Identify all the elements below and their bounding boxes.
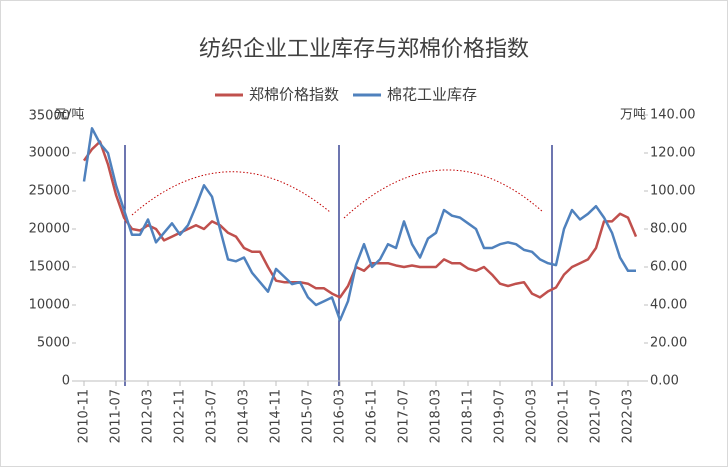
x-tick-label: 2011-07 xyxy=(109,389,124,443)
x-tick-label: 2018-11 xyxy=(461,389,476,443)
y-tick-label: 20000 xyxy=(29,222,70,237)
y2-tick-label: 20.00 xyxy=(650,336,687,351)
y-tick-label: 35000 xyxy=(29,109,70,124)
y2-axis-unit: 万吨 xyxy=(620,108,646,123)
legend-label: 郑棉价格指数 xyxy=(249,86,339,104)
x-tick-label: 2014-03 xyxy=(237,389,252,443)
y-tick-label: 15000 xyxy=(29,260,70,275)
x-tick-label: 2018-03 xyxy=(429,389,444,443)
x-tick-label: 2016-03 xyxy=(333,389,348,443)
x-tick-label: 2022-03 xyxy=(621,389,636,443)
x-tick-label: 2020-03 xyxy=(525,389,540,443)
y-tick-label: 30000 xyxy=(29,146,70,161)
x-tick-label: 2012-03 xyxy=(141,389,156,443)
legend-label: 棉花工业库存 xyxy=(387,86,477,104)
x-tick-label: 2015-07 xyxy=(301,389,316,443)
x-tick-label: 2012-11 xyxy=(173,389,188,443)
x-tick-label: 2020-11 xyxy=(557,389,572,443)
y-tick-label: 5000 xyxy=(37,336,70,351)
data-line xyxy=(82,127,636,322)
y-tick-label: 10000 xyxy=(29,298,70,313)
annotations xyxy=(124,145,553,386)
y2-tick-label: 60.00 xyxy=(650,260,687,275)
y2-tick-label: 120.00 xyxy=(650,146,696,161)
x-tick-label: 2016-11 xyxy=(365,389,380,443)
x-tick-label: 2010-11 xyxy=(77,389,92,443)
x-tick-label: 2021-07 xyxy=(589,389,604,443)
y2-tick-label: 40.00 xyxy=(650,298,687,313)
trend-arc xyxy=(343,169,544,219)
y2-tick-label: 80.00 xyxy=(650,222,687,237)
x-tick-label: 2013-07 xyxy=(205,389,220,443)
x-tick-label: 2017-07 xyxy=(397,389,412,443)
trend-arc xyxy=(131,171,331,216)
data-line xyxy=(82,140,638,299)
y-tick-label: 0 xyxy=(62,374,70,389)
y-axis-unit: 元/吨 xyxy=(54,108,84,123)
y2-tick-label: 100.00 xyxy=(650,184,696,199)
chart-title: 纺织企业工业库存与郑棉价格指数 xyxy=(199,37,529,62)
y2-tick-label: 140.00 xyxy=(650,108,696,123)
x-tick-label: 2014-11 xyxy=(269,389,284,443)
x-tick-label: 2019-07 xyxy=(493,389,508,443)
y-tick-label: 25000 xyxy=(29,184,70,199)
y2-tick-label: 0.00 xyxy=(650,374,679,389)
